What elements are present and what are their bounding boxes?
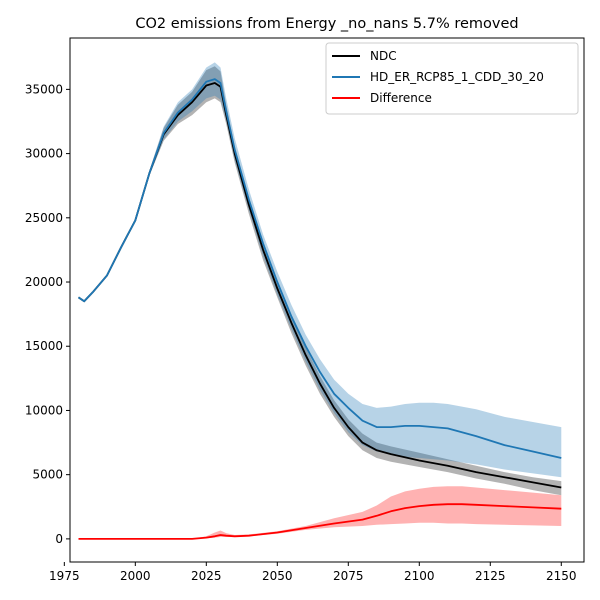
y-tick-label: 0 <box>55 532 63 546</box>
band-difference <box>78 486 562 539</box>
legend-label-difference: Difference <box>370 91 432 105</box>
confidence-bands <box>78 62 562 539</box>
y-axis: 0 5000 10000 15000 20000 25000 30000 35000 <box>25 82 70 546</box>
x-tick-label: 2075 <box>333 569 364 583</box>
line-difference <box>78 503 562 540</box>
y-tick-label: 15000 <box>25 339 63 353</box>
x-tick-label: 1975 <box>49 569 80 583</box>
chart-title: CO2 emissions from Energy _no_nans 5.7% … <box>135 16 518 32</box>
x-tick-label: 2100 <box>404 569 435 583</box>
series-lines <box>77 78 562 540</box>
x-tick-label: 2150 <box>546 569 577 583</box>
legend-box <box>325 42 579 115</box>
x-tick-label: 2000 <box>120 569 151 583</box>
y-tick-label: 20000 <box>25 275 63 289</box>
y-tick-label: 5000 <box>32 468 63 482</box>
y-tick-label: 25000 <box>25 211 63 225</box>
band-hd-er-rcp85-1-cdd-30-20 <box>78 62 562 478</box>
y-tick-label: 30000 <box>25 147 63 161</box>
plot-frame <box>69 37 585 563</box>
legend-label-ndc: NDC <box>370 49 397 63</box>
y-tick-label: 10000 <box>25 403 63 417</box>
line-hd-er-rcp85-1-cdd-30-20 <box>77 78 562 459</box>
x-axis: 1975 2000 2025 2050 2075 2100 2125 2150 <box>49 562 577 583</box>
x-tick-label: 2050 <box>262 569 293 583</box>
legend-label-hd-er-rcp85-1-cdd-30-20: HD_ER_RCP85_1_CDD_30_20 <box>370 70 544 84</box>
legend: NDC HD_ER_RCP85_1_CDD_30_20 Difference <box>325 42 579 115</box>
y-tick-label: 35000 <box>25 82 63 96</box>
x-tick-label: 2125 <box>475 569 506 583</box>
x-tick-label: 2025 <box>191 569 222 583</box>
